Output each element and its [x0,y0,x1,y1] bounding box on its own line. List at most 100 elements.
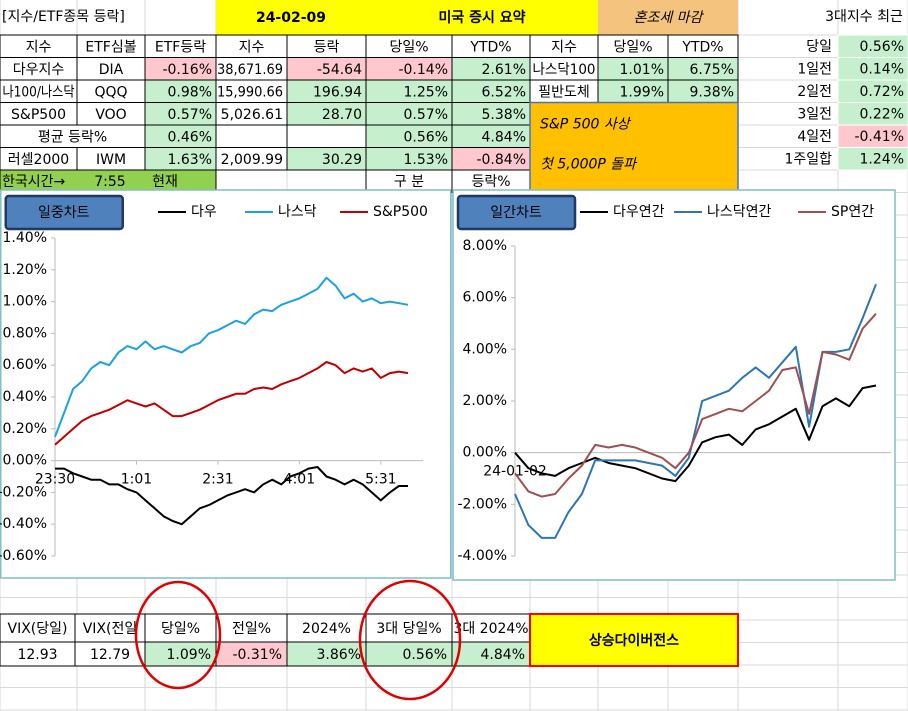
column-header: 지수 [26,39,52,55]
table-cell: 0.46% [168,129,212,145]
summary: 혼조세 마감 [634,10,705,26]
summary-cell [598,0,738,35]
y-tick-label: 2.00% [463,393,507,409]
recent-label: 3대지수 최근 [825,9,903,25]
column-header: VIX(전일 [83,621,138,637]
table-cell: 0.56% [404,129,448,145]
recent-period: 당일 [806,39,832,55]
table-cell: 12.93 [17,647,57,663]
table-cell: 1.01% [620,62,664,78]
column-header: 3대 당일% [376,621,441,637]
legend-label: SP연간 [831,204,874,220]
column-header: 지수 [551,39,577,55]
series-line [514,283,877,539]
chart-button-label[interactable]: 일중차트 [38,205,90,221]
table-cell: 나100/나스닥 [3,84,75,100]
recent-cell [837,147,908,171]
time-label: 한국시간→ [2,174,66,190]
table-cell: 1.53% [404,152,448,168]
table-cell: VOO [95,107,126,123]
y-tick-label: 1.40% [3,230,47,246]
highlight-circle [358,579,462,701]
y-tick-label: -0.40% [0,516,47,532]
legend-label: S&P500 [373,204,428,220]
y-tick-label: -0.20% [0,484,47,500]
date-cell [216,0,366,35]
table-cell: 1.25% [404,84,448,100]
banner-line: S&P 500 사상 [540,117,632,133]
y-tick-label: 0.00% [463,445,507,461]
column-header: ETF심볼 [85,39,136,55]
table-cell: 1.99% [620,84,664,100]
cell [215,641,288,667]
legend-label: 나스닥 [278,204,317,220]
x-tick-label: 23:30 [35,472,75,488]
table-cell: 나스닥100 [533,62,596,78]
series-line [55,466,408,526]
chart-frame [0,189,452,579]
table-cell: 0.98% [168,84,212,100]
table-cell: IWM [96,152,126,168]
legend-label: 다우 [191,204,217,220]
x-tick-label: 24-01-02 [483,464,547,480]
legend-label: 나스닥연간 [707,204,772,220]
table-cell: -54.64 [317,62,362,78]
recent-value: 0.22% [860,107,904,123]
table-cell: -0.31% [232,647,282,663]
table-cell: 1.09% [167,647,211,663]
cell [286,641,367,667]
y-tick-label: 0.80% [3,325,47,341]
y-tick-label: 0.20% [3,421,47,437]
column-header: VIX(당일) [8,621,68,637]
highlight-circle [134,580,222,690]
column-header: 당일% [161,621,200,637]
column-header: 지수 [239,39,265,55]
x-tick-label: 2:31 [202,472,233,488]
table-cell: 5.38% [482,107,526,123]
y-tick-label: -2.00% [457,496,507,512]
y-tick-label: 0.00% [3,453,47,469]
recent-period: 2일전 [797,84,832,100]
recent-period: 1일전 [797,62,832,78]
chart-button[interactable] [4,194,124,231]
chart-button[interactable] [456,194,577,231]
y-tick-label: 1.20% [3,262,47,278]
y-tick-label: -4.00% [457,548,507,564]
table-cell: 2.61% [482,62,526,78]
recent-value: 0.72% [860,84,904,100]
badge-label: 상승다이버전스 [589,632,679,649]
table-cell: -0.16% [162,62,212,78]
y-tick-label: -0.60% [0,548,47,564]
x-tick-label: 1:01 [121,472,152,488]
footer-label: 구 분 [394,174,424,190]
cell [451,641,531,667]
title-cell [366,0,598,35]
time-suffix: 현재 [152,174,178,190]
y-tick-label: 6.00% [463,290,507,306]
cell [286,124,367,148]
time-value: 7:55 [94,174,125,190]
table-cell: 2,009.99 [221,152,283,168]
table-cell: 필반도체 [538,84,590,100]
column-header: 당일% [613,39,652,55]
y-tick-label: 0.60% [3,357,47,373]
column-header: 등락 [314,39,340,55]
sheet-label: [지수/ETF종목 등락] [2,9,125,25]
badge [529,613,739,667]
table-cell: 러셀2000 [8,152,69,168]
chart-button-label[interactable]: 일간차트 [490,205,542,221]
cell [451,613,531,643]
y-tick-label: 0.40% [3,389,47,405]
table-cell: 30.29 [322,152,362,168]
table-cell: DIA [99,62,124,78]
recent-period: 1주일합 [784,152,832,168]
table-cell: 12.79 [90,647,130,663]
table-cell: 6.52% [482,84,526,100]
column-header: 3대 2024% [454,621,529,637]
y-tick-label: 8.00% [463,238,507,254]
recent-value: 1.24% [860,152,904,168]
column-header: 2024% [302,621,351,637]
date: 24-02-09 [256,10,326,26]
recent-period: 3일전 [797,107,832,123]
column-header: 당일% [389,39,428,55]
